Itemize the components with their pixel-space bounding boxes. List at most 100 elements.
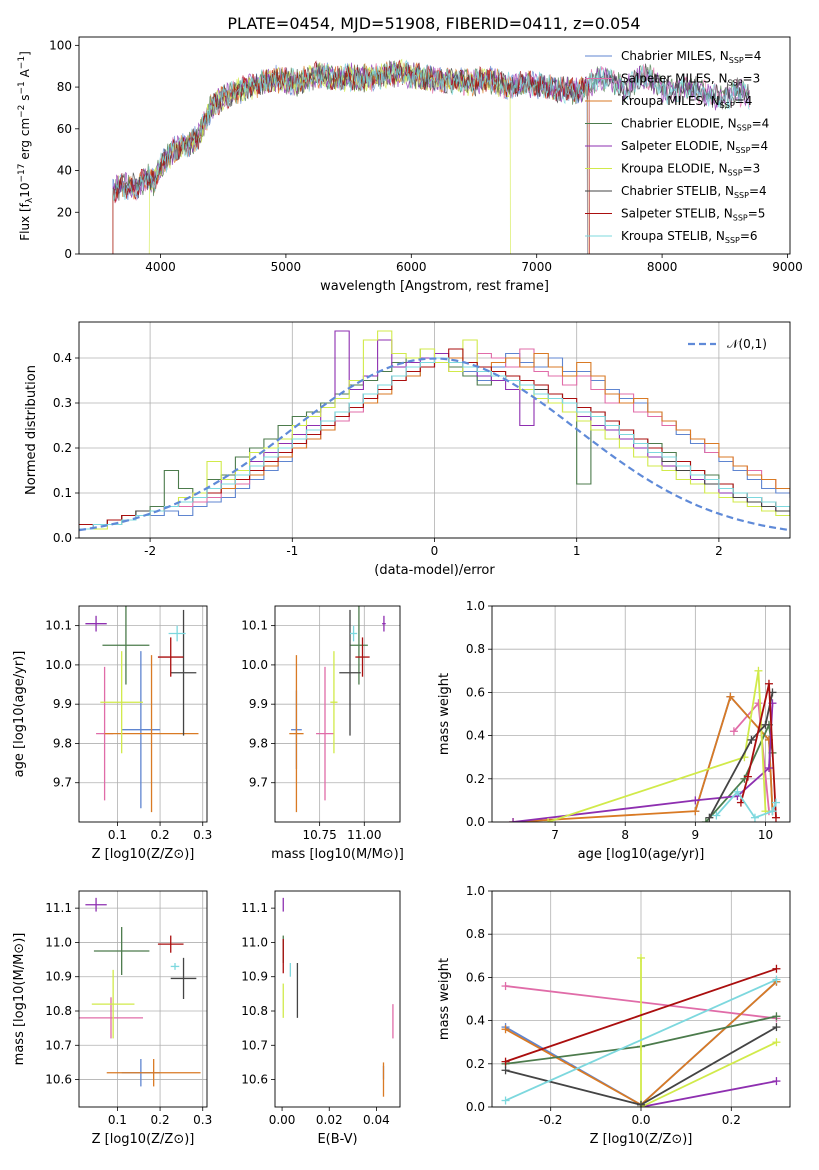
y-tick-label: 10.1 xyxy=(241,619,268,633)
errorbar-point xyxy=(100,651,143,754)
x-tick-label: -2 xyxy=(144,544,156,558)
y-tick-label: 10.9 xyxy=(45,970,72,984)
plot-area xyxy=(501,953,781,1107)
y-tick-label: 9.7 xyxy=(53,776,72,790)
histogram-salpeter-stelib xyxy=(79,348,790,526)
legend-label: Salpeter ELODIE, NSSP=4 xyxy=(621,139,768,155)
y-tick-label: 80 xyxy=(57,80,72,94)
y-axis-label: Flux [fλ10−17 erg cm−2 s−1 A−1] xyxy=(17,51,35,241)
y-tick-label: 0.1 xyxy=(53,486,72,500)
errorbar-point xyxy=(85,615,107,632)
y-tick-label: 10.6 xyxy=(45,1073,72,1087)
histogram-chabrier-stelib xyxy=(79,357,790,526)
gaussian-curve xyxy=(79,357,790,532)
x-tick-label: 0.2 xyxy=(151,1113,170,1127)
panel-massweight-vs-Z: -0.2 0.0 0.2 0.0 0.2 0.4 0.6 0.8 1.0 Z [log10(Z/Z… xyxy=(437,884,791,1147)
axes-frame xyxy=(274,605,401,823)
x-tick-label: 0 xyxy=(431,544,439,558)
weight-line xyxy=(740,683,777,818)
y-axis-label: age [log10(age/yr)] xyxy=(12,651,27,778)
plot-area xyxy=(289,606,386,813)
y-tick-label: 0.0 xyxy=(466,815,485,829)
histogram-kroupa-stelib xyxy=(79,357,790,530)
axes-frame xyxy=(274,890,401,1108)
x-tick-label: 10.75 xyxy=(302,828,336,842)
errorbar-point xyxy=(316,666,334,801)
panel-age-vs-Z: 0.1 0.2 0.3 9.7 9.8 9.9 10.0 10.1 Z [log10(Z/Z⊙)… xyxy=(12,605,212,862)
errorbar-point xyxy=(85,897,107,912)
panel-massweight-vs-age: 7 8 9 10 0.0 0.2 0.4 0.6 0.8 1.0 age [log10(age/yr… xyxy=(437,599,791,862)
y-tick-label: 0.3 xyxy=(53,396,72,410)
errorbar-point xyxy=(93,927,150,975)
weight-line xyxy=(505,978,777,1102)
x-tick-label: 0.04 xyxy=(363,1113,390,1127)
legend-label: 𝒩(0,1) xyxy=(727,337,767,351)
errorbar-point xyxy=(289,655,304,813)
y-tick-label: 0.2 xyxy=(466,772,485,786)
plot-area xyxy=(85,606,199,813)
y-tick-label: 9.9 xyxy=(249,697,268,711)
y-tick-label: 10.6 xyxy=(241,1073,268,1087)
plots: 4000 5000 6000 7000 8000 9000020406080100wave… xyxy=(12,36,803,1147)
x-tick-label: 0.3 xyxy=(193,1113,212,1127)
errorbar-point xyxy=(170,963,180,970)
y-tick-label: 1.0 xyxy=(466,884,485,898)
errorbar-point xyxy=(339,609,361,736)
spectrum-line xyxy=(112,59,750,201)
plot-area xyxy=(282,897,394,1097)
errorbar-point xyxy=(350,606,368,685)
y-tick-label: 0.6 xyxy=(466,685,485,699)
weight-line xyxy=(547,670,767,822)
axes-frame xyxy=(78,605,208,823)
errorbar-point xyxy=(121,651,161,809)
y-tick-label: 0.2 xyxy=(466,1057,485,1071)
y-tick-label: 0.4 xyxy=(466,729,485,743)
axes-frame xyxy=(78,890,208,1108)
errorbar-point xyxy=(168,625,186,642)
legend-label: Kroupa ELODIE, NSSP=3 xyxy=(621,162,760,178)
y-tick-label: 10.1 xyxy=(45,619,72,633)
weight-line xyxy=(640,958,777,1107)
x-tick-label: 8000 xyxy=(647,260,678,274)
y-tick-label: 10.7 xyxy=(45,1038,72,1052)
errorbar-point xyxy=(350,625,358,642)
x-tick-label: 0.00 xyxy=(269,1113,296,1127)
y-tick-label: 0.6 xyxy=(466,970,485,984)
y-tick-label: 9.8 xyxy=(249,736,268,750)
x-tick-label: 0.02 xyxy=(316,1113,343,1127)
y-tick-label: 40 xyxy=(57,164,72,178)
histogram-kroupa-miles xyxy=(79,352,790,526)
y-tick-label: 0.2 xyxy=(53,441,72,455)
plot-area xyxy=(79,897,201,1087)
x-axis-label: Z [log10(Z/Z⊙)] xyxy=(92,1132,195,1147)
histogram-chabrier-miles xyxy=(79,352,790,530)
errorbar-point xyxy=(330,651,338,754)
plot-area xyxy=(112,58,750,254)
x-tick-label: 0.2 xyxy=(722,1113,741,1127)
y-tick-label: 0 xyxy=(64,247,72,261)
x-tick-label: 10 xyxy=(758,828,773,842)
legend-label: Kroupa MILES, NSSP=4 xyxy=(621,94,752,110)
errorbar-point xyxy=(79,997,143,1039)
weight-line xyxy=(505,967,777,1063)
axes-frame xyxy=(78,321,791,539)
x-tick-label: 7000 xyxy=(521,260,552,274)
x-axis-label: mass [log10(M/M⊙)] xyxy=(271,847,404,862)
x-tick-label: 0.1 xyxy=(108,828,127,842)
y-axis-label: mass [log10(M/M⊙)] xyxy=(12,933,27,1066)
y-tick-label: 10.0 xyxy=(45,658,72,672)
x-tick-label: 9 xyxy=(692,828,700,842)
errorbar-point xyxy=(106,1059,201,1087)
y-tick-label: 0.4 xyxy=(53,351,72,365)
y-tick-label: 10.0 xyxy=(241,658,268,672)
y-axis-label: Normed distribution xyxy=(24,365,39,495)
errorbar-point xyxy=(102,606,150,685)
errorbar-point xyxy=(170,609,197,736)
errorbar-point xyxy=(157,637,184,677)
legend-label: Chabrier MILES, NSSP=4 xyxy=(621,49,761,65)
weight-line xyxy=(512,694,774,822)
grid xyxy=(275,606,400,822)
grid xyxy=(79,606,207,822)
x-tick-label: 0.1 xyxy=(108,1113,127,1127)
